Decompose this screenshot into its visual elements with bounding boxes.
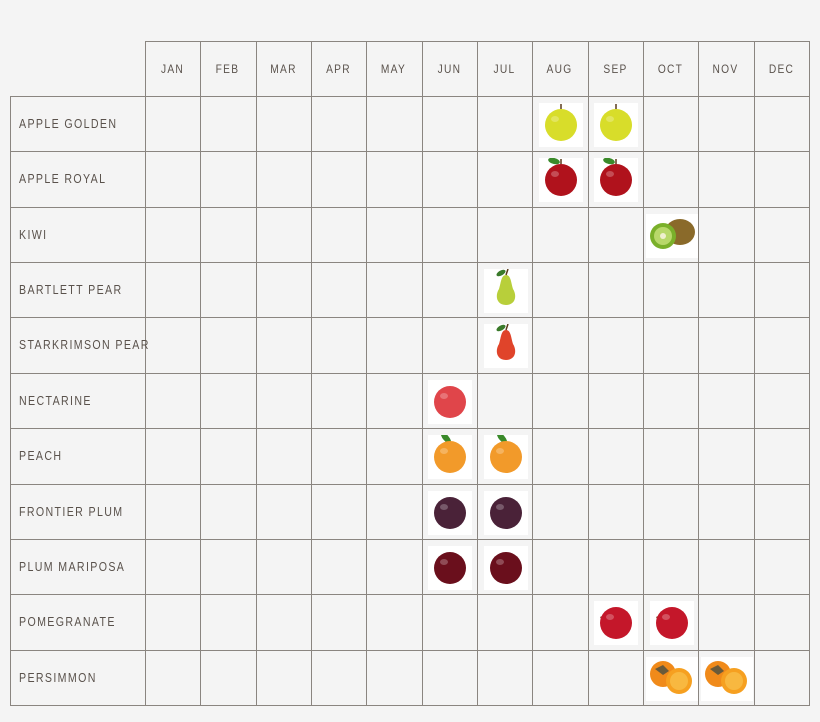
grid-line: [10, 96, 11, 706]
row-label: STARKRIMSON PEAR: [19, 337, 150, 352]
column-header-sep: SEP: [603, 61, 628, 76]
red-pear-icon: [489, 323, 523, 369]
row-label: FRONTIER PLUM: [19, 504, 124, 519]
season-cell: [650, 601, 694, 645]
peach-icon: [486, 431, 526, 480]
season-cell: [428, 546, 472, 590]
red-apple-icon: [541, 157, 581, 203]
season-cell: [701, 657, 753, 701]
persimmon-icon: [701, 657, 753, 702]
grid-line: [10, 96, 810, 97]
row-label: POMEGRANATE: [19, 614, 116, 629]
season-cell: [484, 491, 528, 535]
grid-line: [10, 705, 810, 706]
grid-line: [10, 373, 810, 374]
season-cell: [428, 491, 472, 535]
row-label: APPLE ROYAL: [19, 171, 107, 186]
purple-plum-icon: [430, 491, 470, 536]
column-header-aug: AUG: [546, 61, 573, 76]
season-cell: [594, 103, 638, 147]
row-label: APPLE GOLDEN: [19, 116, 118, 131]
golden-apple-icon: [541, 103, 581, 148]
grid-line: [10, 594, 810, 595]
season-cell: [484, 546, 528, 590]
row-label: PEACH: [19, 448, 63, 463]
season-cell: [539, 103, 583, 147]
column-header-dec: DEC: [768, 61, 795, 76]
purple-plum-icon: [486, 491, 526, 536]
grid-line: [10, 262, 810, 263]
grid-line: [10, 484, 810, 485]
nectarine-icon: [430, 380, 470, 425]
grid-line: [10, 207, 810, 208]
row-label: KIWI: [19, 227, 48, 242]
season-cell: [594, 601, 638, 645]
season-cell: [646, 214, 698, 258]
season-cell: [646, 657, 698, 701]
season-cell: [539, 157, 583, 203]
grid-line: [10, 151, 810, 152]
column-header-may: MAY: [380, 61, 407, 76]
row-label: PERSIMMON: [19, 670, 97, 685]
season-cell: [484, 268, 528, 314]
golden-apple-icon: [596, 103, 636, 148]
column-header-mar: MAR: [270, 61, 297, 76]
column-header-nov: NOV: [712, 61, 739, 76]
red-plum-icon: [486, 546, 526, 591]
red-apple-icon: [596, 157, 636, 203]
season-cell: [594, 157, 638, 203]
grid-line: [10, 317, 810, 318]
grid-line: [10, 539, 810, 540]
season-cell: [484, 431, 528, 480]
pomegranate-icon: [652, 601, 692, 646]
kiwi-icon: [646, 216, 698, 257]
grid-line: [10, 650, 810, 651]
season-cell: [484, 323, 528, 369]
column-header-jun: JUN: [437, 61, 462, 76]
green-pear-icon: [489, 268, 523, 314]
peach-icon: [430, 431, 470, 480]
row-label: PLUM MARIPOSA: [19, 559, 126, 574]
row-label: NECTARINE: [19, 393, 92, 408]
grid-line: [10, 428, 810, 429]
season-cell: [428, 380, 472, 424]
row-label: BARTLETT PEAR: [19, 282, 123, 297]
pomegranate-icon: [596, 601, 636, 646]
column-header-feb: FEB: [215, 61, 240, 76]
season-cell: [428, 431, 472, 480]
column-header-apr: APR: [326, 61, 351, 76]
column-header-oct: OCT: [657, 61, 684, 76]
red-plum-icon: [430, 546, 470, 591]
persimmon-icon: [646, 657, 698, 702]
column-header-jul: JUL: [493, 61, 516, 76]
column-header-jan: JAN: [160, 61, 185, 76]
